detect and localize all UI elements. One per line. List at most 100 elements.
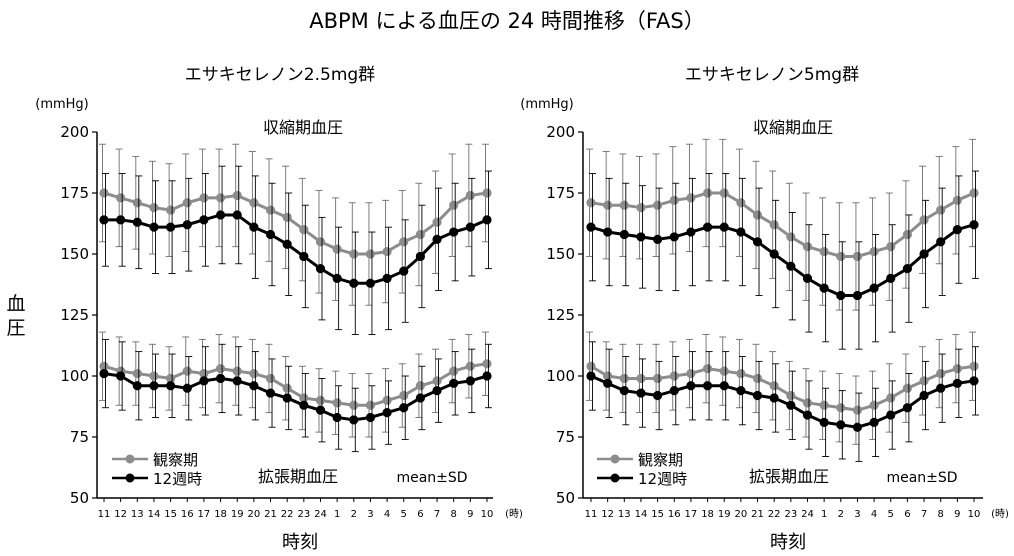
x-tick-label: 12 <box>114 509 127 520</box>
data-point <box>819 246 829 257</box>
x-tick-label: 21 <box>751 509 764 520</box>
data-point <box>249 198 259 208</box>
x-unit-label: (時) <box>505 508 523 520</box>
y-tick-label: 125 <box>60 306 89 324</box>
y-tick-label: 50 <box>556 489 575 507</box>
data-point <box>365 278 376 288</box>
data-point <box>619 386 629 396</box>
y-tick-label: 200 <box>546 123 575 141</box>
data-point <box>99 188 109 198</box>
data-point <box>432 234 442 244</box>
data-point <box>902 383 912 393</box>
data-point <box>869 283 879 293</box>
x-tick-label: 3 <box>854 509 860 520</box>
data-point <box>669 195 679 205</box>
data-point <box>415 393 425 403</box>
data-point <box>952 225 962 235</box>
data-point <box>919 376 929 386</box>
data-point <box>669 386 679 396</box>
legend-label-baseline: 観察期 <box>638 451 683 469</box>
data-point <box>969 376 979 386</box>
y-unit-label: (mmHg) <box>520 97 574 112</box>
data-point <box>869 246 879 257</box>
data-point <box>952 364 962 374</box>
data-point <box>99 368 109 379</box>
data-point <box>315 237 326 247</box>
data-point <box>365 412 376 423</box>
series-line <box>590 223 975 297</box>
data-point <box>736 227 746 237</box>
y-unit-label: (mmHg) <box>35 97 89 112</box>
data-point <box>415 229 425 240</box>
data-point <box>116 215 126 225</box>
x-tick-label: 8 <box>938 509 944 520</box>
x-tick-label: 17 <box>198 509 211 520</box>
data-point <box>315 405 326 415</box>
panel-title: エサキセレノン2.5mg群 <box>185 65 375 85</box>
data-point <box>249 368 259 379</box>
data-point <box>869 417 879 427</box>
data-point <box>182 220 192 230</box>
data-point <box>586 361 596 371</box>
legend-label-week12: 12週時 <box>153 470 202 488</box>
data-point <box>349 415 359 425</box>
data-point <box>382 273 392 283</box>
data-point <box>99 215 109 225</box>
data-point <box>819 283 829 293</box>
data-point <box>116 193 126 203</box>
y-tick-label: 75 <box>556 428 575 446</box>
data-point <box>149 203 159 213</box>
x-tick-label: 2 <box>351 509 357 520</box>
data-point <box>936 368 946 379</box>
data-point <box>299 393 309 403</box>
data-point <box>332 244 342 254</box>
data-point <box>752 373 763 384</box>
data-point <box>465 376 475 386</box>
data-point <box>936 383 946 393</box>
data-point <box>399 403 409 413</box>
data-point <box>636 388 646 398</box>
panel-title: エサキセレノン5mg群 <box>685 65 859 85</box>
data-point <box>299 400 309 410</box>
data-point <box>282 383 292 393</box>
series-systolic-week12 <box>99 165 492 335</box>
x-tick-label: 20 <box>735 509 748 520</box>
data-point <box>802 410 813 420</box>
x-tick-label: 3 <box>367 509 373 520</box>
data-point <box>902 403 912 413</box>
data-point <box>415 251 425 262</box>
data-point <box>482 215 492 225</box>
x-tick-label: 7 <box>434 509 440 520</box>
data-point <box>332 273 342 283</box>
series-line <box>590 191 975 258</box>
series-systolic-baseline <box>586 138 979 311</box>
data-point <box>99 361 109 371</box>
data-point <box>449 366 459 376</box>
data-point <box>852 290 863 301</box>
data-point <box>719 381 729 391</box>
data-point <box>686 368 696 379</box>
x-tick-label: 24 <box>314 509 327 520</box>
x-tick-label: 5 <box>888 509 894 520</box>
data-point <box>249 222 259 232</box>
data-point <box>249 381 259 391</box>
y-axis-label-char-1: 血 <box>6 293 25 315</box>
x-tick-label: 17 <box>685 509 698 520</box>
data-point <box>786 390 796 401</box>
data-point <box>382 246 392 257</box>
data-point <box>382 395 392 405</box>
data-point <box>232 366 242 376</box>
x-tick-label: 18 <box>701 509 714 520</box>
data-point <box>199 193 209 203</box>
x-tick-label: 18 <box>214 509 227 520</box>
data-point <box>465 361 475 371</box>
data-point <box>482 371 492 381</box>
x-tick-label: 1 <box>821 509 827 520</box>
data-point <box>619 200 629 210</box>
y-tick-label: 50 <box>70 489 89 507</box>
x-tick-label: 13 <box>618 509 631 520</box>
data-point <box>769 249 779 259</box>
x-tick-label: 14 <box>635 509 648 520</box>
series-diastolic-baseline <box>99 331 492 438</box>
